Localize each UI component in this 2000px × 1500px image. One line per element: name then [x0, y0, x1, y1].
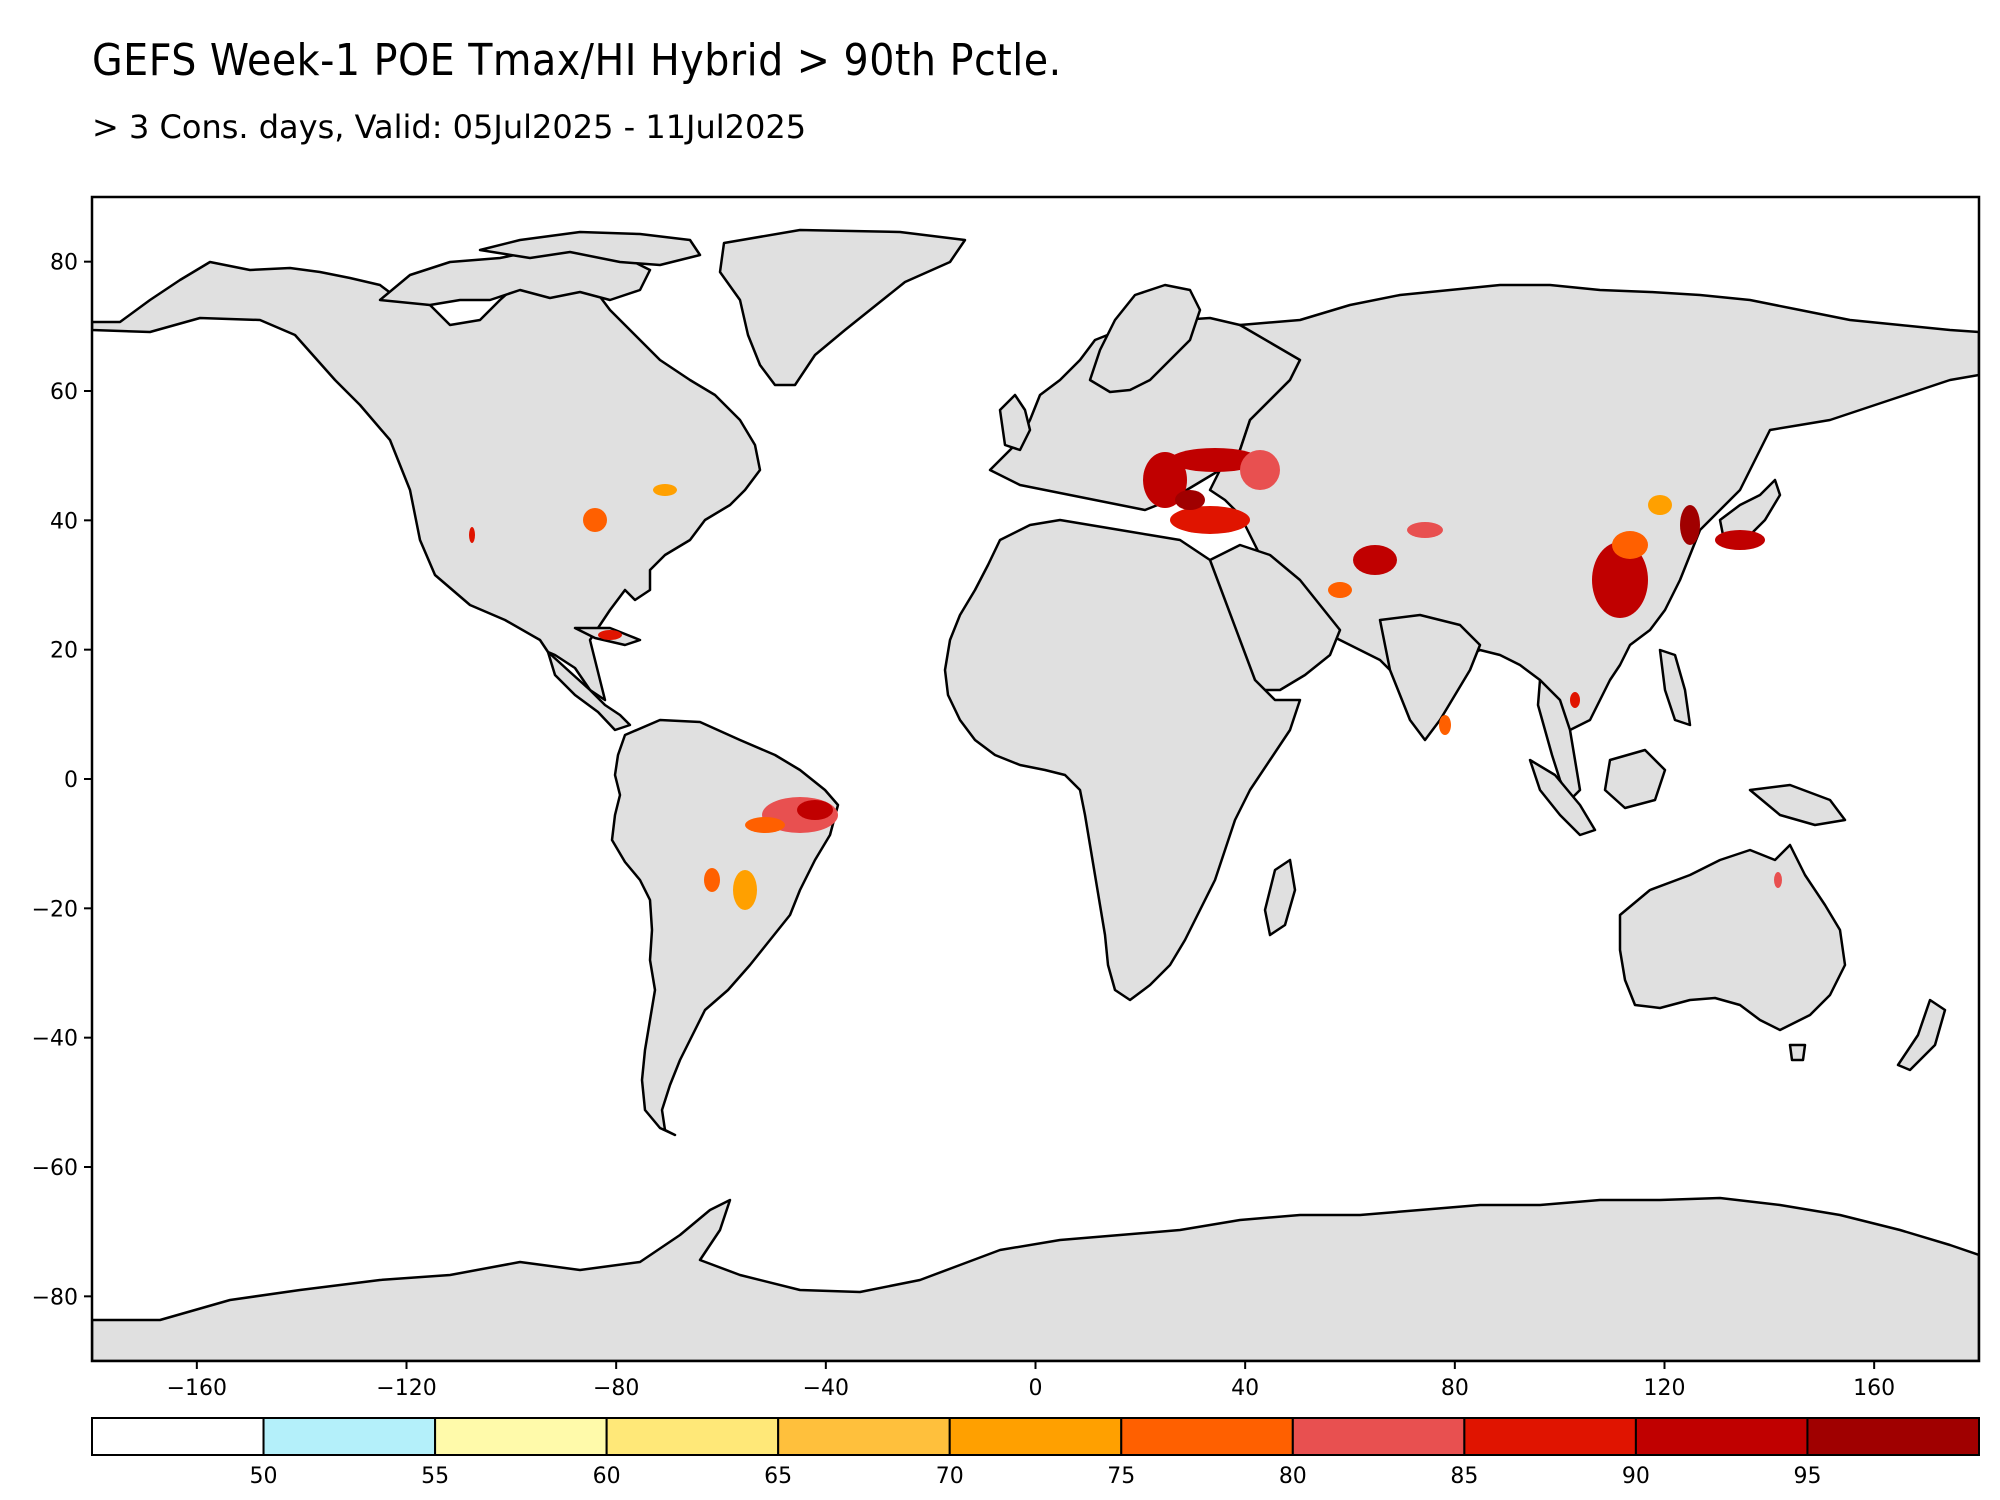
antarctica — [92, 1196, 1979, 1361]
central-america — [546, 650, 632, 732]
colorbar-label: 75 — [1107, 1464, 1135, 1489]
africa — [943, 518, 1302, 1002]
x-tick-label: −160 — [167, 1376, 227, 1401]
hotspot-brazil-west — [745, 817, 785, 833]
madagascar — [1263, 858, 1297, 937]
colorbar-swatch — [91, 1417, 265, 1456]
y-tick-label: −40 — [32, 1027, 78, 1052]
borneo — [1603, 748, 1667, 810]
hotspot-china-north — [1648, 495, 1672, 515]
colorbar-label: 60 — [593, 1464, 621, 1489]
hotspot-korea — [1680, 505, 1700, 545]
new-guinea — [1748, 783, 1847, 827]
colorbar-swatch — [1291, 1417, 1466, 1456]
greenland — [718, 228, 967, 387]
colorbar-label: 95 — [1793, 1464, 1821, 1489]
hotspot-china-edge — [1612, 531, 1648, 559]
x-tick-label: 120 — [1644, 1376, 1686, 1401]
new-zealand — [1896, 998, 1947, 1072]
hotspot-tajik — [1407, 522, 1443, 538]
ellesmere-island — [478, 230, 702, 267]
hotspot-turkey — [1170, 506, 1250, 534]
hotspot-us-northeast — [653, 484, 677, 496]
hotspot-brazil-core — [797, 800, 833, 820]
arctic-islands — [378, 246, 652, 307]
hotspot-afghanistan — [1353, 545, 1397, 575]
colorbar-label: 80 — [1279, 1464, 1307, 1489]
y-tick-label: 20 — [50, 639, 78, 664]
colorbar-label: 70 — [936, 1464, 964, 1489]
y-axis: 80 60 40 20 0 −20 −40 −60 −80 — [32, 251, 92, 1310]
hotspot-india-south — [1439, 715, 1451, 735]
colorbar-label: 55 — [421, 1464, 449, 1489]
colorbar-label: 90 — [1622, 1464, 1650, 1489]
colorbar-label: 85 — [1450, 1464, 1478, 1489]
y-tick-label: 40 — [50, 509, 78, 534]
colorbar-swatch — [1806, 1417, 1981, 1456]
scandinavia — [1088, 283, 1202, 394]
colorbar-swatch — [777, 1417, 951, 1456]
chart-subtitle: > 3 Cons. days, Valid: 05Jul2025 - 11Jul… — [92, 108, 807, 146]
colorbar-swatch — [1463, 1417, 1637, 1456]
colorbar-swatch — [262, 1417, 437, 1456]
australia — [1618, 843, 1847, 1032]
y-tick-label: 0 — [64, 768, 78, 793]
hotspot-black-sea-north — [1170, 448, 1260, 472]
x-tick-label: 40 — [1231, 1376, 1259, 1401]
sumatra — [1528, 758, 1597, 837]
colorbar-label: 65 — [764, 1464, 792, 1489]
colorbar-label: 50 — [250, 1464, 278, 1489]
hotspot-iran — [1328, 582, 1352, 598]
hotspot-us-southwest — [469, 527, 475, 543]
hotspot-japan — [1715, 530, 1765, 550]
y-tick-label: 80 — [50, 251, 78, 276]
philippines — [1658, 648, 1692, 727]
hotspot-bolivia — [704, 868, 720, 892]
y-tick-label: 60 — [50, 380, 78, 405]
x-tick-label: −80 — [593, 1376, 639, 1401]
colorbar-swatch — [1120, 1417, 1294, 1456]
hotspot-cuba — [598, 630, 622, 640]
hotspot-vietnam — [1570, 692, 1580, 708]
hotspot-aegean — [1175, 490, 1205, 510]
hotspot-paraguay — [733, 870, 757, 910]
hotspot-balkans — [1143, 452, 1187, 508]
colorbar-swatch — [1634, 1417, 1809, 1456]
x-tick-label: −40 — [803, 1376, 849, 1401]
colorbar-swatch — [434, 1417, 608, 1456]
x-tick-label: 80 — [1441, 1376, 1469, 1401]
x-axis: −160 −120 −80 −40 0 40 80 120 160 — [167, 1361, 1895, 1401]
colorbar-swatch — [948, 1417, 1123, 1456]
hotspot-china — [1592, 542, 1648, 618]
y-tick-label: −80 — [32, 1285, 78, 1310]
y-tick-label: −60 — [32, 1156, 78, 1181]
x-tick-label: −120 — [376, 1376, 436, 1401]
colorbar-swatch — [605, 1417, 780, 1456]
india — [1378, 613, 1482, 742]
north-america — [92, 260, 762, 702]
land-layer — [92, 228, 1979, 1361]
great-britain — [998, 393, 1032, 452]
hotspot-australia — [1774, 872, 1782, 888]
hotspot-us-east — [583, 508, 607, 532]
hotspot-caspian — [1240, 450, 1280, 490]
x-tick-label: 160 — [1853, 1376, 1895, 1401]
tasmania — [1788, 1043, 1807, 1062]
colorbar: 50 55 60 65 70 75 80 85 90 95 — [91, 1417, 1981, 1489]
chart-title: GEFS Week-1 POE Tmax/HI Hybrid > 90th Pc… — [92, 35, 1062, 86]
hotspot-layer — [469, 448, 1782, 910]
x-tick-label: 0 — [1029, 1376, 1043, 1401]
y-tick-label: −20 — [32, 897, 78, 922]
